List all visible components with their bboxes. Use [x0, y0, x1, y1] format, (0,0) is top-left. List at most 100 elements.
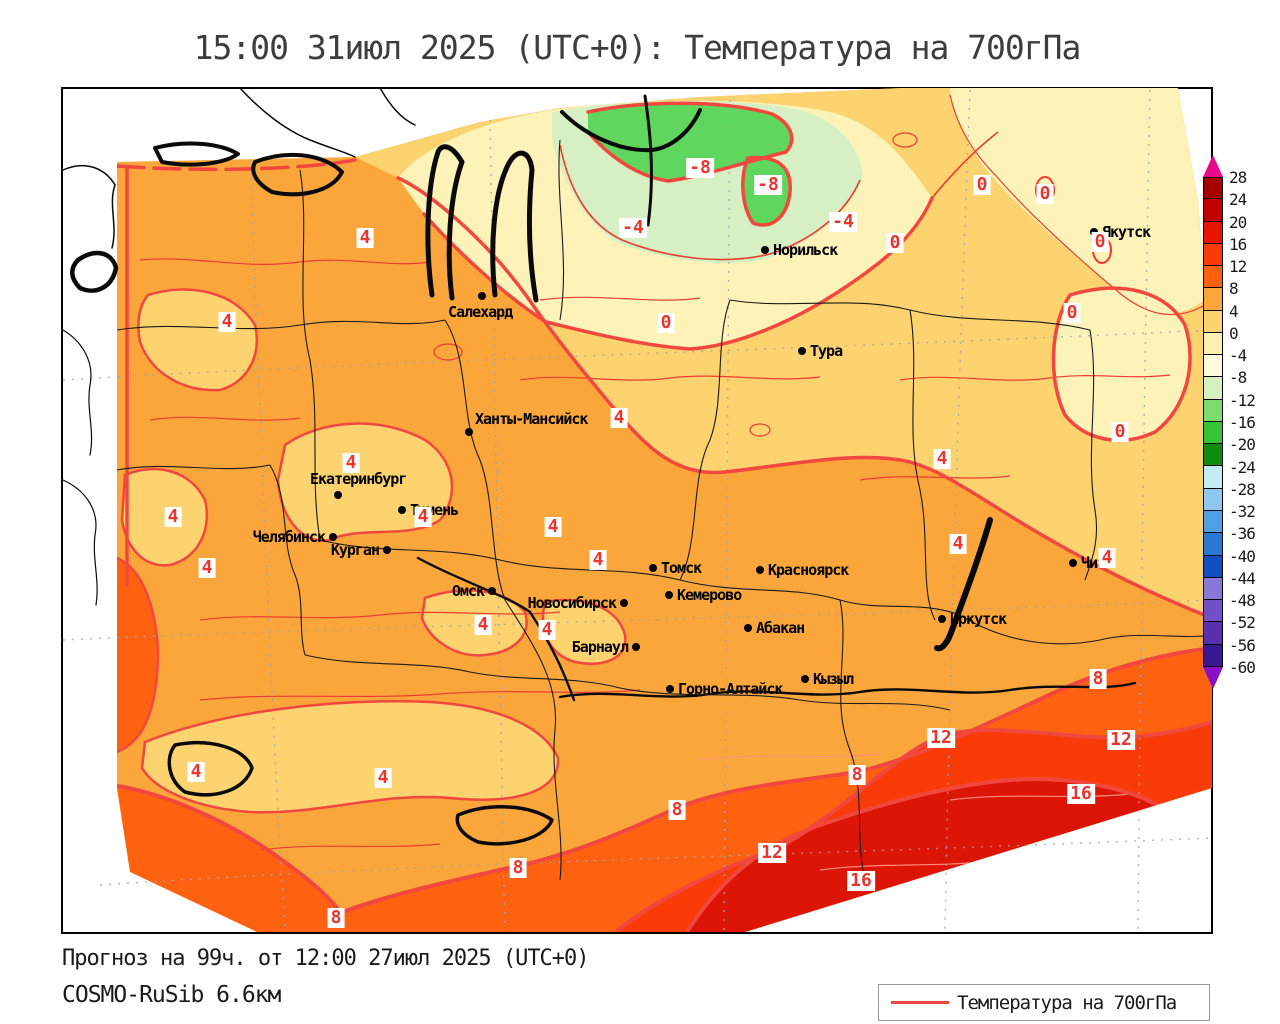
colorbar-tick-label: -60 — [1229, 658, 1256, 677]
contour-value-label: 4 — [538, 620, 556, 640]
colorbar-band — [1203, 355, 1223, 378]
colorbar-over-triangle — [1203, 155, 1223, 177]
contour-value-label: 12 — [758, 843, 786, 863]
colorbar-swatch-column — [1203, 155, 1223, 689]
contour-value-label: 4 — [949, 534, 967, 554]
colorbar-tick-label: -32 — [1229, 502, 1256, 522]
city-dot — [744, 624, 752, 632]
city-dot — [938, 615, 946, 623]
temperature-bands — [117, 88, 1212, 932]
colorbar-band — [1203, 444, 1223, 467]
colorbar-band — [1203, 288, 1223, 311]
city-dot — [761, 246, 769, 254]
colorbar-band — [1203, 488, 1223, 511]
colorbar-under-triangle — [1203, 666, 1223, 689]
colorbar-band — [1203, 644, 1223, 667]
colorbar-band — [1203, 577, 1223, 601]
city-dot — [666, 685, 674, 693]
city-label: Новосибирск — [527, 594, 617, 612]
contour-value-label: 4 — [356, 228, 374, 248]
legend-label: Температура на 700гПа — [957, 991, 1177, 1014]
colorbar-tick-label: 16 — [1229, 234, 1247, 254]
colorbar-band — [1203, 243, 1223, 267]
city-dot — [334, 491, 342, 499]
colorbar-tick-label: -28 — [1229, 479, 1256, 499]
colorbar-band — [1203, 199, 1223, 222]
colorbar-band — [1203, 421, 1223, 445]
city-dot — [488, 587, 496, 595]
contour-value-label: 0 — [1063, 303, 1081, 323]
coastlines — [62, 88, 1137, 846]
colorbar-tick-label: 20 — [1229, 212, 1247, 232]
colorbar-tick-label: 24 — [1229, 190, 1247, 210]
city-label: Норильск — [773, 241, 838, 259]
contour-value-label: 4 — [164, 507, 182, 527]
city-dot — [478, 292, 486, 300]
colorbar-tick-label: -44 — [1229, 568, 1256, 588]
colorbar-band — [1203, 510, 1223, 534]
contour-value-label: 4 — [474, 615, 492, 635]
contour-value-label: -8 — [754, 175, 782, 195]
colorbar-tick-label: 12 — [1229, 257, 1247, 277]
colorbar-band — [1203, 266, 1223, 289]
contour-value-label: -8 — [686, 158, 714, 178]
colorbar: 28 24 20 16 12 8 4 0 -4 -8 -12 -16 -20 -24 -28 -32 -36 -4… — [1203, 155, 1279, 700]
model-info: COSMO-RuSib 6.6км — [62, 982, 281, 1008]
colorbar-band — [1203, 332, 1223, 356]
colorbar-tick-label: -20 — [1229, 435, 1256, 455]
contour-value-label: 4 — [198, 558, 216, 578]
city-dot — [383, 546, 391, 554]
legend-line-sample — [891, 1001, 949, 1004]
contour-value-label: 16 — [1067, 784, 1095, 804]
city-dot — [465, 428, 473, 436]
city-dot — [798, 347, 806, 355]
city-dot — [620, 599, 628, 607]
contour-value-label: 4 — [342, 453, 360, 473]
contour-value-label: 4 — [374, 768, 392, 788]
city-label: Курган — [330, 541, 380, 559]
city-dot — [329, 533, 337, 541]
city-label: Красноярск — [768, 561, 849, 579]
city-label: Горно-Алтайск — [678, 680, 783, 698]
colorbar-tick-label: 8 — [1229, 279, 1239, 299]
city-label: Абакан — [756, 619, 805, 637]
city-label: Якутск — [1102, 223, 1151, 241]
colorbar-tick-label: 28 — [1229, 168, 1247, 187]
colorbar-tick-label: 0 — [1229, 323, 1239, 343]
contour-value-label: 8 — [668, 800, 686, 820]
colorbar-band — [1203, 177, 1223, 200]
contour-value-label: 0 — [1036, 184, 1054, 204]
colorbar-band — [1203, 310, 1223, 333]
colorbar-band — [1203, 600, 1223, 623]
contour-value-label: 0 — [973, 175, 991, 195]
contour-value-label: 8 — [1089, 669, 1107, 689]
contour-value-label: 12 — [1107, 730, 1135, 750]
contour-value-label: 4 — [933, 449, 951, 469]
contour-value-label: 4 — [187, 762, 205, 782]
graticule — [62, 89, 1212, 931]
contour-value-label: 4 — [218, 312, 236, 332]
page-title: 15:00 31июл 2025 (UTC+0): Температура на… — [193, 28, 1082, 67]
contour-value-label: 4 — [589, 550, 607, 570]
city-label: Омск — [451, 582, 485, 600]
city-dot — [632, 643, 640, 651]
city-label: Иркутск — [950, 610, 1007, 628]
colorbar-tick-label: -48 — [1229, 591, 1256, 611]
colorbar-band — [1203, 466, 1223, 489]
forecast-info: Прогноз на 99ч. от 12:00 27июл 2025 (UTC… — [62, 946, 590, 971]
colorbar-tick-label: -56 — [1229, 635, 1256, 655]
colorbar-band — [1203, 377, 1223, 400]
contour-value-label: 4 — [1098, 548, 1116, 568]
contour-value-label: -4 — [829, 212, 857, 232]
colorbar-tick-label: -52 — [1229, 613, 1256, 633]
contour-value-label: 0 — [1111, 422, 1129, 442]
city-dot — [756, 566, 764, 574]
contour-value-label: 4 — [544, 517, 562, 537]
city-dot — [1069, 559, 1077, 567]
city-label: Екатеринбург — [310, 470, 407, 488]
city-label: Салехард — [448, 303, 513, 321]
city-dot — [801, 675, 809, 683]
city-label: Кемерово — [677, 586, 742, 604]
